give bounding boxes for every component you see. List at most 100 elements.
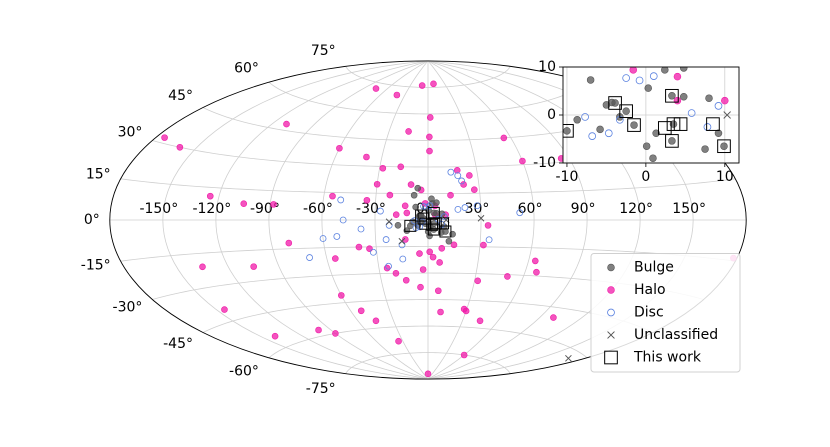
data-point bbox=[415, 209, 428, 222]
data-point bbox=[720, 142, 728, 150]
data-point bbox=[500, 134, 508, 142]
y-tick-label: 75° bbox=[311, 43, 336, 59]
data-point bbox=[657, 121, 672, 135]
inset: -10 0 10 -10 0 10 bbox=[533, 59, 740, 185]
data-point bbox=[717, 139, 731, 154]
data-point bbox=[386, 191, 394, 199]
data-point bbox=[426, 232, 433, 240]
data-point bbox=[661, 67, 669, 74]
data-point bbox=[395, 337, 402, 345]
data-point bbox=[385, 262, 392, 270]
data-point bbox=[404, 219, 417, 232]
data-point bbox=[366, 245, 373, 252]
data-point bbox=[426, 202, 434, 210]
data-point bbox=[401, 202, 409, 210]
data-point bbox=[426, 133, 433, 141]
data-point bbox=[285, 239, 293, 247]
grid-line bbox=[345, 66, 511, 88]
data-point bbox=[339, 216, 347, 224]
legend-label: Disc bbox=[634, 305, 664, 321]
data-point bbox=[393, 91, 401, 99]
data-point bbox=[673, 96, 682, 105]
data-point bbox=[461, 204, 469, 211]
data-point bbox=[403, 209, 411, 217]
data-point bbox=[629, 67, 637, 74]
data-point bbox=[519, 157, 526, 165]
data-point bbox=[622, 74, 630, 82]
inset-points bbox=[563, 67, 731, 162]
data-point bbox=[706, 117, 720, 131]
legend-label: Halo bbox=[634, 282, 666, 298]
data-point bbox=[405, 128, 412, 135]
data-point bbox=[410, 191, 418, 199]
data-point bbox=[161, 134, 168, 141]
y-tick-label: 15° bbox=[86, 167, 111, 183]
legend-marker bbox=[604, 350, 618, 365]
legend-label: Unclassified bbox=[634, 327, 718, 343]
inset-x-tick-label: 0 bbox=[641, 169, 650, 185]
data-point bbox=[429, 253, 437, 261]
data-point bbox=[652, 129, 660, 137]
data-point bbox=[426, 114, 434, 121]
data-point bbox=[329, 192, 336, 200]
data-point bbox=[376, 207, 384, 215]
data-point bbox=[429, 217, 442, 230]
legend-box bbox=[590, 253, 741, 373]
data-point bbox=[417, 283, 424, 291]
y-tick-label: -45° bbox=[163, 336, 193, 352]
data-point bbox=[416, 250, 423, 257]
data-point bbox=[533, 268, 540, 276]
legend-label: Bulge bbox=[634, 260, 674, 276]
data-point bbox=[392, 269, 400, 277]
data-point bbox=[669, 120, 678, 128]
data-point bbox=[453, 167, 461, 174]
data-point bbox=[336, 144, 343, 152]
data-point bbox=[382, 236, 390, 243]
data-point bbox=[206, 192, 214, 200]
data-point bbox=[721, 96, 729, 105]
data-point bbox=[516, 209, 524, 217]
data-point bbox=[369, 248, 377, 256]
data-point bbox=[399, 255, 407, 263]
data-point bbox=[414, 184, 422, 192]
data-point bbox=[705, 94, 713, 102]
data-point bbox=[611, 99, 619, 107]
y-tick-label: 0° bbox=[84, 212, 100, 228]
data-point bbox=[701, 145, 709, 153]
data-point bbox=[319, 235, 327, 242]
data-point bbox=[665, 88, 679, 103]
data-point bbox=[430, 226, 438, 233]
data-point bbox=[372, 85, 380, 92]
x-tick-label: -60° bbox=[303, 201, 333, 217]
data-point bbox=[630, 121, 638, 129]
data-point bbox=[373, 180, 381, 188]
legend-marker bbox=[607, 286, 615, 294]
data-point bbox=[604, 129, 613, 138]
data-point bbox=[363, 196, 371, 204]
data-point bbox=[573, 116, 581, 124]
data-point bbox=[471, 186, 478, 193]
data-point bbox=[440, 213, 448, 221]
data-point bbox=[458, 177, 465, 185]
data-point bbox=[332, 330, 339, 337]
data-point bbox=[437, 217, 450, 230]
data-point bbox=[454, 172, 462, 180]
data-point bbox=[331, 255, 339, 262]
data-point bbox=[419, 266, 427, 273]
data-point bbox=[504, 273, 511, 280]
data-point bbox=[363, 153, 370, 161]
data-point bbox=[665, 134, 679, 148]
data-point bbox=[306, 254, 313, 261]
data-point bbox=[283, 120, 290, 128]
grid-line bbox=[268, 325, 588, 359]
data-point bbox=[680, 93, 688, 101]
data-point bbox=[714, 129, 723, 137]
data-point bbox=[427, 223, 440, 236]
data-point bbox=[619, 104, 633, 118]
data-point bbox=[596, 125, 604, 134]
data-point bbox=[418, 218, 426, 226]
data-point bbox=[673, 72, 682, 81]
inset-y-tick-label: 10 bbox=[538, 59, 556, 75]
data-point bbox=[460, 351, 468, 359]
data-point bbox=[714, 102, 723, 110]
